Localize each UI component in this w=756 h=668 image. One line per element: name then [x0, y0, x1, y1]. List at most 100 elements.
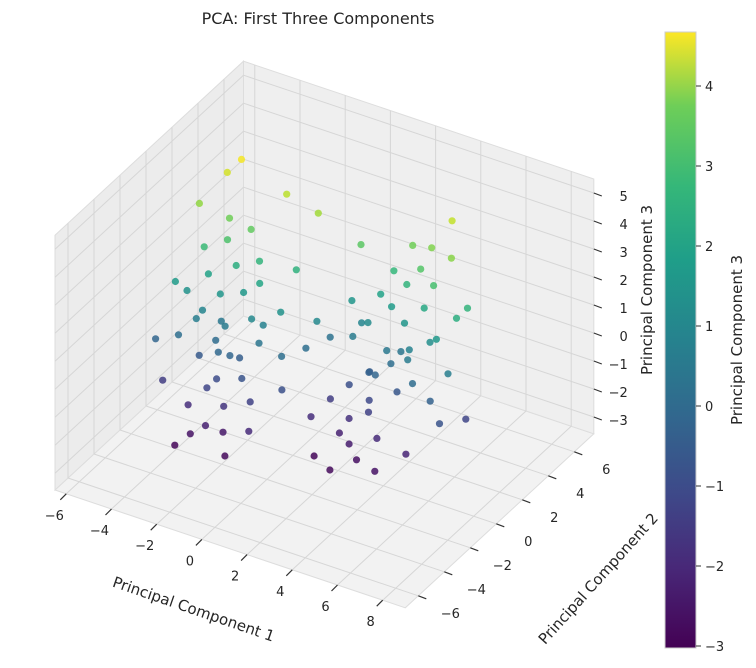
data-point: [217, 317, 225, 325]
x-gridline: [246, 380, 436, 555]
data-point: [255, 257, 264, 265]
data-point: [278, 352, 286, 360]
colorbar-tick-label: 1: [705, 320, 713, 335]
data-point: [203, 384, 211, 392]
data-point: [404, 356, 412, 364]
x-tick-label: 6: [321, 600, 329, 615]
x-gridline: [65, 319, 256, 495]
z-tick: [593, 360, 603, 365]
y-tick-label: 4: [576, 487, 584, 502]
z-gridline: [54, 130, 244, 306]
data-point: [326, 333, 334, 341]
data-point: [447, 254, 455, 262]
z-tick: [593, 248, 603, 253]
data-point: [219, 428, 227, 436]
data-point: [159, 376, 167, 384]
x-tick-label: 8: [367, 615, 375, 630]
data-point: [428, 244, 436, 252]
x-tick-label: −6: [45, 509, 64, 524]
axes-grid: [54, 65, 594, 601]
x-axis-label: Principal Component 1: [110, 573, 277, 645]
data-point: [358, 319, 366, 327]
data-point: [223, 236, 232, 244]
z-tick: [593, 192, 603, 197]
data-point: [221, 452, 229, 460]
y-tick-label: −2: [493, 559, 512, 574]
data-point: [248, 315, 256, 323]
y-tick-label: 6: [602, 463, 610, 478]
z-tick-label: 1: [620, 302, 628, 317]
data-point: [314, 209, 322, 217]
data-point: [247, 225, 255, 233]
data-point: [277, 308, 285, 316]
data-point: [345, 440, 353, 448]
data-point: [435, 420, 444, 428]
z-tick: [593, 276, 603, 281]
z-tick-label: −1: [609, 358, 628, 373]
z-gridline: [54, 74, 244, 250]
data-point: [408, 380, 417, 388]
y-gridline: [119, 429, 471, 549]
data-point: [195, 351, 203, 359]
axes-panes: [54, 60, 595, 609]
x-tick: [105, 508, 112, 516]
data-point: [371, 371, 379, 379]
y-axis-label: Principal Component 2: [535, 509, 662, 647]
data-point: [255, 339, 263, 347]
colorbar-label: Principal Component 3: [728, 255, 746, 425]
data-point: [349, 332, 357, 340]
x-gridline: [337, 410, 527, 586]
x-gridline: [291, 395, 482, 571]
z-tick-label: −2: [609, 386, 628, 401]
x-gridline: [111, 334, 301, 510]
colorbar-tick-label: −1: [705, 480, 724, 495]
data-point: [237, 155, 246, 163]
z-tick-label: 3: [620, 246, 628, 261]
data-point: [364, 408, 373, 416]
data-point: [186, 430, 194, 438]
data-point: [444, 370, 452, 378]
data-point: [201, 422, 210, 430]
x-tick: [150, 523, 158, 531]
data-point: [307, 413, 315, 421]
data-point: [345, 381, 353, 389]
data-point: [221, 322, 229, 330]
axes-ticks: −6 −4 −2 0 2 4 6 8 −6 −4 −2 0 2 4 6 −3 −2 −1 0 1 2 3 4 5: [45, 190, 628, 630]
z-gridline: [243, 298, 594, 418]
colorbar-tick-label: 3: [705, 160, 713, 175]
data-point: [259, 321, 267, 329]
data-point: [452, 314, 461, 322]
data-point: [238, 374, 246, 383]
scatter-points: [152, 155, 472, 475]
data-point: [397, 348, 405, 356]
y-tick: [496, 523, 505, 528]
data-point: [463, 304, 472, 312]
x-tick: [240, 554, 248, 562]
data-point: [390, 267, 398, 275]
y-gridline: [171, 381, 523, 501]
data-point: [245, 427, 253, 435]
z-axis-label: Principal Component 3: [638, 205, 656, 375]
data-point: [283, 190, 291, 198]
data-point: [448, 217, 456, 225]
data-point: [345, 414, 353, 423]
data-point: [198, 306, 207, 314]
data-point: [220, 402, 228, 410]
x-tick: [195, 538, 203, 546]
z-gridline: [54, 102, 244, 278]
y-tick: [574, 451, 583, 456]
z-tick-label: 2: [620, 274, 628, 289]
data-point: [348, 297, 356, 305]
data-point: [174, 331, 183, 339]
z-gridline: [54, 214, 244, 390]
data-point: [310, 452, 318, 460]
z-gridline: [243, 74, 594, 194]
data-point: [417, 265, 425, 273]
z-tick-label: 0: [620, 330, 628, 345]
data-point: [223, 168, 231, 176]
colorbar-tick-label: 0: [705, 400, 713, 415]
data-point: [357, 241, 365, 249]
data-point: [373, 434, 381, 442]
data-point: [184, 401, 192, 409]
